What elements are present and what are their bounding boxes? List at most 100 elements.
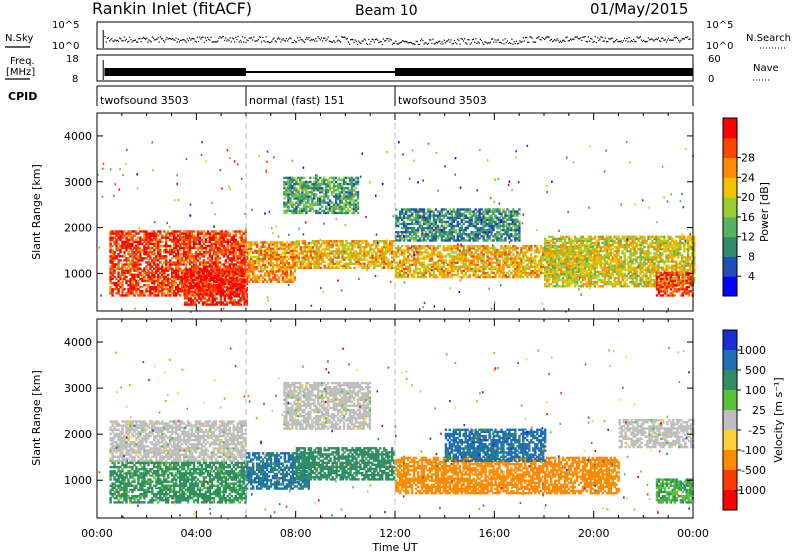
power-cell — [344, 209, 348, 213]
nsky-point — [209, 39, 211, 41]
power-cell — [281, 259, 285, 263]
power-cell — [352, 205, 356, 208]
power-cell — [309, 256, 312, 259]
power-cell — [340, 207, 344, 210]
power-cell — [351, 242, 354, 245]
power-cell — [391, 262, 394, 265]
power-cell — [115, 284, 118, 287]
power-cell — [350, 185, 354, 188]
power-cell — [444, 249, 448, 252]
power-cell — [117, 230, 120, 233]
power-cell — [216, 242, 220, 246]
power-cell — [452, 255, 455, 258]
power-cell — [303, 248, 306, 251]
power-cell — [215, 303, 219, 306]
power-cell — [383, 246, 386, 249]
nsky-point — [143, 37, 146, 39]
power-cell — [323, 193, 326, 196]
power-cell — [185, 268, 189, 271]
power-cell — [155, 240, 158, 243]
power-cell — [313, 244, 316, 247]
power-cell — [218, 246, 222, 250]
power-cell — [259, 245, 263, 248]
power-cell — [414, 257, 418, 260]
power-cell — [208, 248, 212, 252]
power-cell — [109, 275, 112, 279]
power-cell — [117, 232, 120, 235]
power-cell — [416, 253, 420, 256]
nsky-point — [174, 39, 176, 41]
power-cell — [203, 303, 207, 306]
power-cell — [232, 238, 235, 241]
power-cell — [333, 256, 336, 259]
nsky-point — [219, 36, 221, 38]
power-cell — [113, 257, 116, 260]
power-cell — [401, 259, 404, 262]
power-cell — [321, 191, 324, 194]
power-cell — [385, 246, 388, 249]
power-cell — [207, 278, 211, 282]
power-cell — [313, 209, 316, 213]
power-cell — [349, 266, 352, 270]
power-cell — [175, 232, 178, 235]
nsky-point — [228, 40, 230, 42]
power-cell — [397, 267, 400, 271]
power-cell — [363, 254, 366, 257]
power-cell — [325, 182, 328, 186]
power-cell — [137, 255, 140, 258]
power-cell — [177, 263, 180, 266]
power-cell — [133, 261, 136, 264]
power-cell — [238, 261, 241, 264]
power-cell — [257, 278, 261, 281]
power-cell — [202, 251, 206, 254]
power-cell — [434, 261, 438, 264]
power-cell — [234, 244, 237, 248]
power-cell — [506, 257, 509, 260]
power-cell — [522, 265, 525, 268]
power-cell — [165, 238, 168, 241]
power-cell — [458, 267, 461, 271]
power-cell — [129, 267, 132, 270]
power-cell — [325, 178, 328, 182]
power-cell — [462, 259, 465, 262]
power-cell — [334, 199, 338, 202]
power-cell — [238, 251, 241, 254]
power-cell — [241, 278, 244, 282]
power-cell — [377, 258, 380, 261]
power-cell — [182, 232, 186, 235]
power-cell — [220, 244, 224, 248]
power-cell — [214, 259, 218, 262]
power-cell — [241, 284, 244, 288]
power-cell — [418, 253, 422, 256]
power-cell — [536, 247, 539, 250]
power-cell — [198, 232, 202, 235]
nsky-trace — [102, 30, 691, 48]
power-cell — [255, 278, 259, 281]
power-cell — [426, 251, 430, 254]
power-cell — [115, 255, 118, 258]
nsky-point — [506, 40, 509, 42]
power-cell — [342, 207, 346, 210]
power-cell — [309, 176, 312, 180]
power-cell — [194, 251, 198, 254]
power-cell — [343, 248, 346, 251]
power-cell — [161, 275, 164, 279]
power-cell — [287, 197, 290, 200]
nsky-point — [349, 43, 351, 45]
nsky-point — [131, 41, 133, 43]
power-cell — [356, 180, 360, 184]
power-cell — [169, 248, 172, 252]
power-cell — [414, 271, 418, 275]
power-cell — [147, 290, 150, 293]
power-cell — [155, 269, 158, 272]
power-cell — [186, 246, 190, 250]
power-cell — [303, 195, 306, 198]
power-cell — [228, 251, 231, 254]
power-cell — [305, 244, 308, 247]
power-cell — [464, 271, 467, 275]
power-cell — [151, 238, 154, 241]
power-cell — [169, 259, 172, 262]
power-cell — [173, 244, 176, 248]
nsky-point — [225, 37, 227, 39]
power-cell — [440, 257, 444, 260]
